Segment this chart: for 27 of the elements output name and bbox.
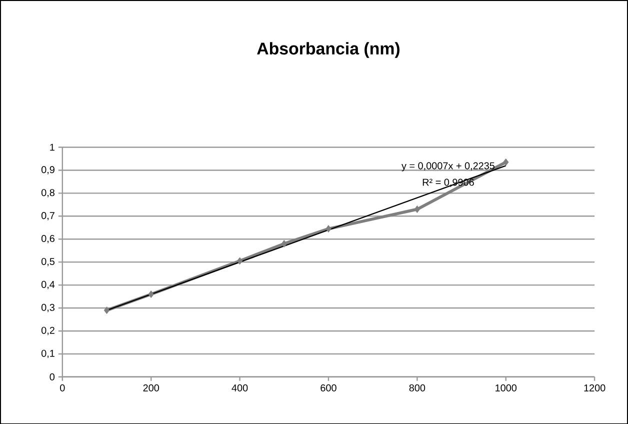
y-tick-label: 0,2 [41, 326, 54, 335]
point [281, 240, 287, 248]
point [503, 158, 509, 166]
y-tick-label: 0,4 [41, 280, 55, 289]
x-tick-label: 600 [320, 384, 336, 392]
x-tick-label: 400 [232, 384, 248, 392]
x-tick-label: 800 [409, 384, 426, 392]
point [236, 257, 243, 265]
annotation: y = 0,0007x + 0,2235 [402, 162, 495, 172]
y-tick-label: 0,8 [41, 188, 54, 198]
point [104, 306, 110, 314]
x-tick-label: 1000 [496, 384, 517, 392]
y-tick-label: 0,6 [41, 234, 54, 244]
y-tick-label: 0,7 [41, 212, 54, 220]
x-tick-label: 0 [60, 384, 65, 392]
y-tick-label: 0,9 [41, 166, 54, 174]
y-tick-label: 0,1 [41, 350, 54, 358]
y-tick-label: 0,5 [41, 258, 54, 266]
point [148, 290, 154, 298]
y-tick-label: 0 [50, 373, 55, 380]
x-tick-label: 200 [143, 384, 160, 392]
y-tick-label: 1 [50, 144, 54, 151]
point [326, 224, 332, 232]
chart-title: Absorbancia (nm) [257, 42, 400, 58]
x-tick-label: 1200 [584, 384, 606, 392]
point [414, 205, 420, 213]
y-tick-label: 0,3 [41, 304, 54, 312]
